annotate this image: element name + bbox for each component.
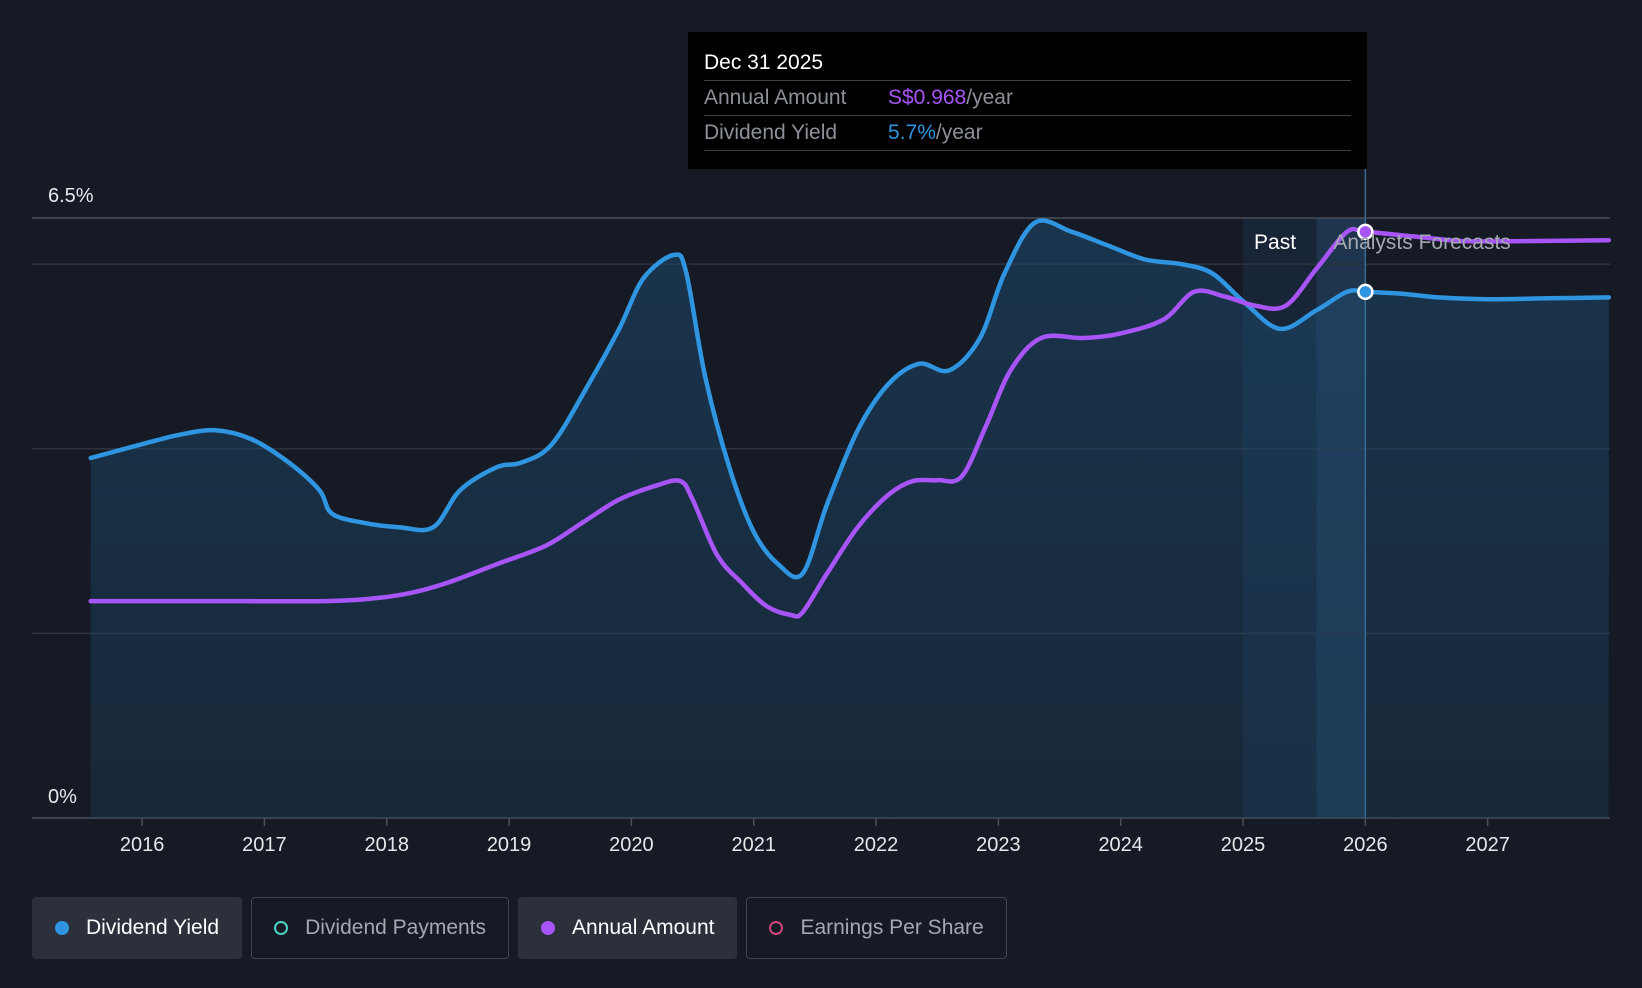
legend-label: Earnings Per Share — [800, 916, 984, 939]
y-axis-min-label: 0% — [48, 786, 77, 808]
legend-label: Dividend Payments — [305, 916, 487, 939]
chart-tooltip: Dec 31 2025 Annual Amount S$0.968 /year … — [688, 32, 1367, 169]
x-tick-label: 2025 — [1221, 834, 1266, 856]
x-tick-label: 2020 — [609, 834, 654, 856]
x-tick-label: 2018 — [364, 834, 409, 856]
tooltip-label: Dividend Yield — [704, 121, 838, 144]
tooltip-date: Dec 31 2025 — [704, 46, 1351, 81]
legend-label: Dividend Yield — [86, 916, 220, 939]
forecast-label: Analysts Forecasts — [1333, 231, 1510, 254]
y-axis-max-label: 6.5% — [48, 185, 94, 207]
x-tick-label: 2023 — [976, 834, 1021, 856]
tooltip-row-dividend-yield: Dividend Yield 5.7% /year — [704, 116, 1351, 151]
legend-dividend-payments[interactable]: Dividend Payments — [251, 897, 510, 959]
earnings-per-share-ring-icon — [769, 921, 784, 935]
tooltip-unit: /year — [935, 121, 983, 144]
tooltip-value: S$0.968 — [888, 86, 967, 109]
x-tick-label: 2022 — [854, 834, 899, 856]
x-tick-label: 2027 — [1465, 834, 1510, 856]
x-tick-label: 2019 — [487, 834, 532, 856]
dividend-yield-marker — [1357, 283, 1374, 301]
chart-legend: Dividend Yield Dividend Payments Annual … — [32, 897, 1007, 959]
x-tick-label: 2021 — [731, 834, 776, 856]
x-tick-label: 2017 — [242, 834, 287, 856]
past-label: Past — [1254, 231, 1296, 254]
tooltip-label: Annual Amount — [704, 86, 847, 109]
annual-amount-line — [88, 226, 1612, 619]
tooltip-row-annual-amount: Annual Amount S$0.968 /year — [704, 81, 1351, 116]
annual-amount-marker — [1357, 223, 1374, 241]
tooltip-unit: /year — [966, 86, 1013, 109]
annual-amount-dot-icon — [541, 921, 556, 935]
x-tick-label: 2026 — [1343, 834, 1388, 856]
tooltip-value: 5.7% — [888, 121, 936, 144]
x-tick-label: 2016 — [120, 834, 165, 856]
x-tick-label: 2024 — [1098, 834, 1143, 856]
dividend-payments-ring-icon — [274, 921, 289, 935]
dividend-yield-line — [88, 218, 1612, 580]
legend-dividend-yield[interactable]: Dividend Yield — [32, 897, 243, 959]
dividend-yield-dot-icon — [55, 921, 69, 935]
legend-label: Annual Amount — [572, 916, 715, 939]
legend-earnings-per-share[interactable]: Earnings Per Share — [746, 897, 1007, 959]
legend-annual-amount[interactable]: Annual Amount — [518, 897, 738, 959]
dividend-yield-area — [90, 220, 1609, 819]
